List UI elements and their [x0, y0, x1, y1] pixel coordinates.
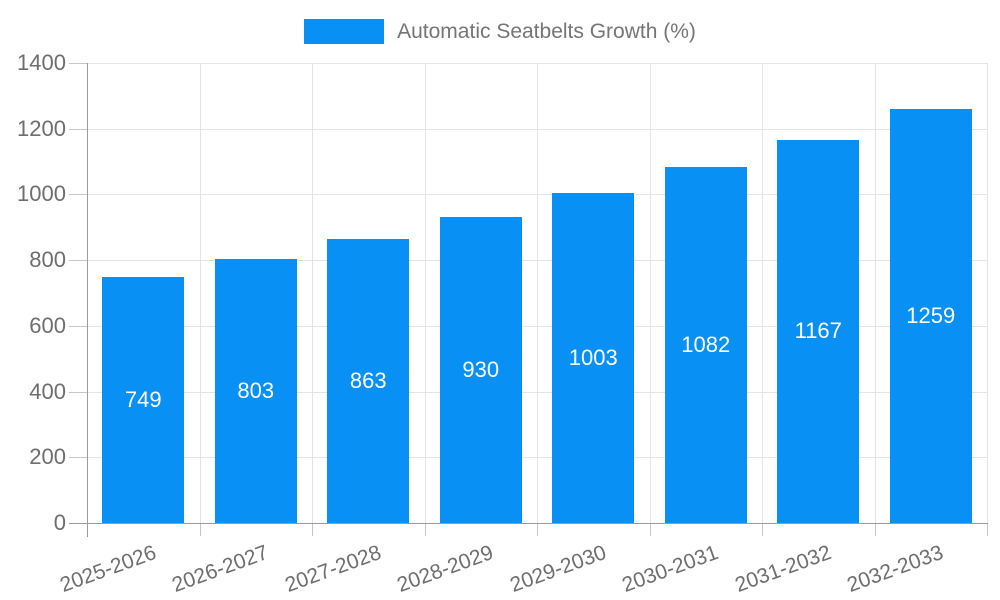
y-axis-label: 1200: [17, 115, 66, 141]
bar: [889, 109, 972, 523]
bar-value-label: 749: [124, 386, 162, 412]
y-tick-mark: [69, 391, 87, 393]
bar-value-label: 930: [462, 357, 500, 383]
x-gridline: [424, 63, 426, 523]
x-tick-mark: [649, 524, 651, 536]
x-tick-mark: [762, 524, 763, 536]
y-axis-label: 0: [53, 510, 66, 535]
y-axis-line: [87, 63, 88, 537]
x-gridline: [762, 63, 763, 523]
x-tick-mark: [424, 524, 426, 536]
bar: [664, 167, 747, 523]
bar-value-label: 803: [237, 378, 275, 404]
bar-value-label: 1082: [681, 332, 731, 358]
x-gridline: [312, 63, 313, 523]
bar-value-label: 1167: [794, 318, 842, 344]
x-gridline: [987, 63, 988, 523]
y-axis-label: 200: [29, 444, 66, 470]
x-gridline: [874, 63, 876, 523]
y-tick-mark: [69, 194, 87, 196]
bar-value-label: 1259: [906, 303, 956, 329]
x-axis-label: 2032-2033: [844, 541, 947, 597]
bar: [102, 276, 185, 523]
bar: [552, 193, 635, 523]
y-tick-mark: [69, 63, 87, 64]
x-axis-label: 2027-2028: [281, 541, 385, 597]
x-axis-label: 2029-2030: [506, 541, 610, 597]
x-tick-mark: [537, 524, 538, 536]
y-axis-label: 400: [29, 378, 66, 404]
x-axis-label: 2028-2029: [394, 541, 497, 597]
legend-color-swatch: [304, 19, 385, 44]
x-gridline: [649, 63, 651, 523]
y-axis-label: 800: [29, 247, 66, 273]
y-axis-label: 1000: [17, 181, 66, 207]
bar: [439, 217, 522, 523]
x-axis-label: 2025-2026: [56, 541, 160, 597]
y-tick-mark: [69, 128, 87, 130]
bar-value-label: 863: [349, 368, 387, 394]
bar: [214, 259, 297, 523]
x-axis-line: [69, 523, 988, 524]
y-axis-label: 1400: [17, 50, 66, 75]
y-tick-mark: [69, 325, 87, 327]
x-tick-mark: [312, 524, 313, 536]
x-axis-label: 2026-2027: [169, 541, 272, 597]
x-gridline: [199, 63, 201, 523]
legend: Automatic Seatbelts Growth (%): [0, 19, 1000, 44]
x-tick-mark: [987, 524, 988, 536]
x-gridline: [537, 63, 538, 523]
bar-value-label: 1003: [568, 345, 618, 371]
y-tick-mark: [69, 260, 87, 262]
y-tick-mark: [69, 457, 87, 459]
x-tick-mark: [199, 524, 201, 536]
y-axis-label: 600: [29, 312, 66, 338]
bar: [777, 139, 860, 523]
x-axis-label: 2030-2031: [619, 541, 722, 597]
legend-label: Automatic Seatbelts Growth (%): [397, 20, 696, 43]
x-axis-label: 2031-2032: [731, 541, 835, 597]
bar: [327, 239, 410, 523]
x-tick-mark: [874, 524, 876, 536]
